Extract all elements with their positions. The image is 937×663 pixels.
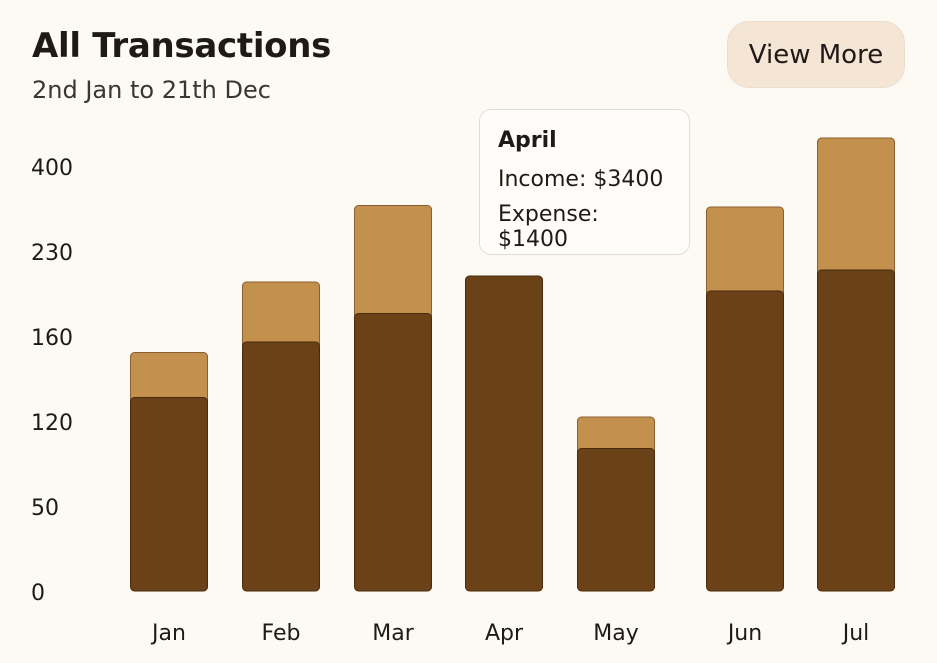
x-tick-label: Jul: [841, 621, 870, 646]
date-range-subtitle: 2nd Jan to 21th Dec: [32, 76, 271, 104]
tooltip-income: Income: $3400: [498, 167, 664, 192]
y-tick-label: 230: [31, 241, 73, 266]
bar-income-feb[interactable]: [242, 281, 320, 349]
view-more-button[interactable]: View More: [727, 21, 905, 88]
bar-tooltip: April Income: $3400 Expense: $1400: [479, 109, 690, 255]
x-tick-label: Apr: [485, 621, 524, 646]
x-tick-label: May: [593, 621, 638, 646]
y-tick-label: 160: [31, 326, 73, 351]
y-tick-label: 50: [31, 496, 59, 521]
bar-expense-jul[interactable]: [817, 269, 895, 592]
bar-income-jan[interactable]: [130, 352, 208, 404]
bar-expense-jun[interactable]: [706, 290, 784, 592]
bar-income-mar[interactable]: [354, 205, 432, 320]
bar-expense-feb[interactable]: [242, 341, 320, 592]
bar-income-jun[interactable]: [706, 206, 784, 298]
tooltip-expense: Expense: $1400: [498, 202, 599, 252]
bar-expense-mar[interactable]: [354, 313, 432, 592]
tooltip-title: April: [498, 128, 557, 153]
y-tick-label: 120: [31, 411, 73, 436]
bar-expense-may[interactable]: [577, 448, 655, 592]
x-tick-label: Jan: [150, 621, 186, 646]
page-title: All Transactions: [32, 26, 332, 66]
y-tick-label: 0: [31, 581, 45, 606]
x-tick-label: Feb: [262, 621, 301, 646]
bar-income-jul[interactable]: [817, 137, 895, 277]
y-tick-label: 400: [31, 156, 73, 181]
x-tick-label: Jun: [726, 621, 762, 646]
header: All Transactions 2nd Jan to 21th Dec: [32, 26, 331, 104]
bar-expense-jan[interactable]: [130, 397, 208, 592]
x-tick-label: Mar: [372, 621, 414, 646]
bar-expense-apr[interactable]: [465, 275, 543, 592]
